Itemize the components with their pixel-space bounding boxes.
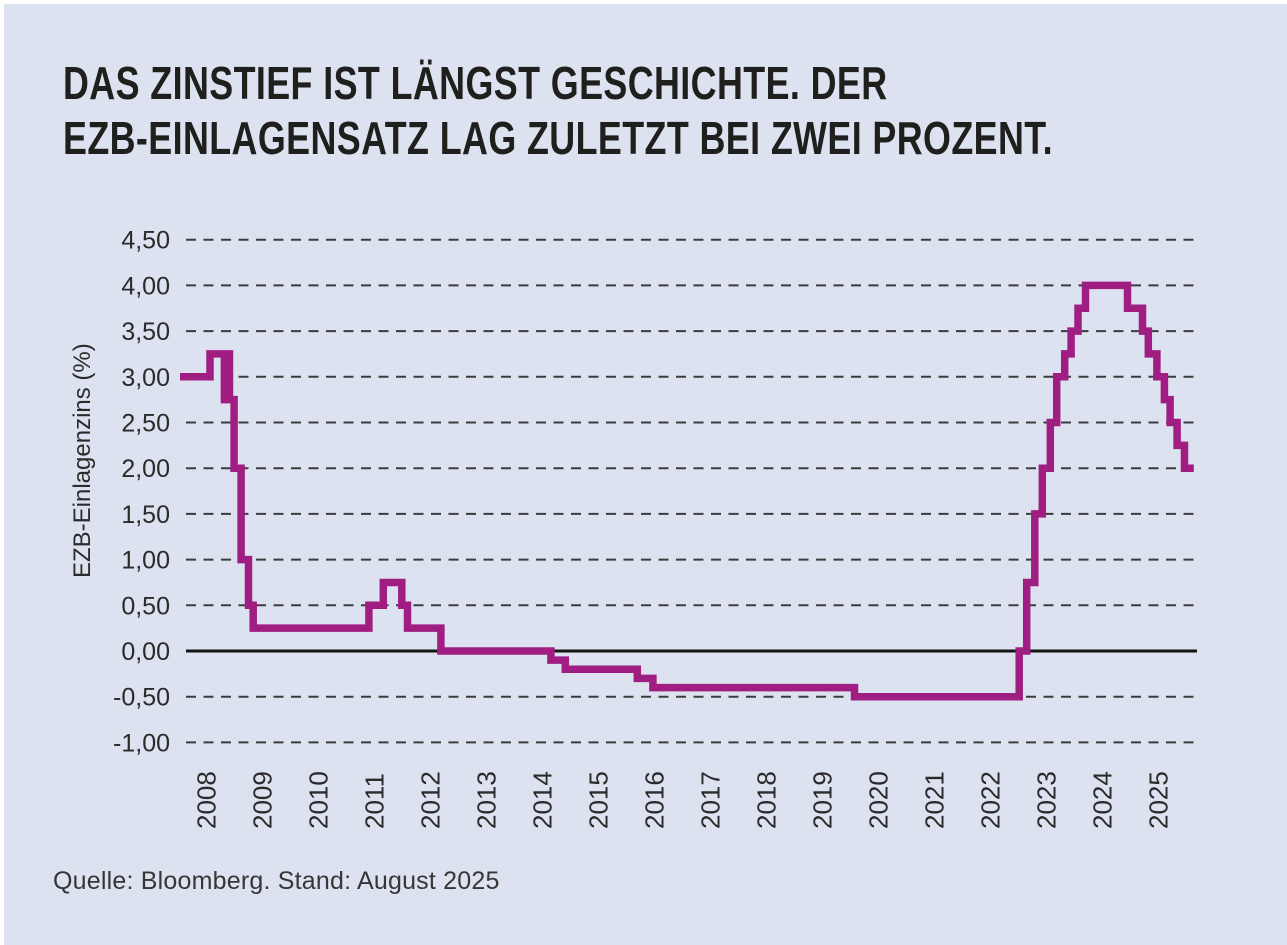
x-tick-label: 2008: [192, 771, 222, 829]
x-tick-label: 2015: [584, 771, 614, 829]
y-tick-label: 4,50: [121, 227, 170, 255]
y-tick-label: 3,00: [121, 364, 170, 392]
x-tick-label: 2022: [976, 771, 1006, 829]
y-tick-label: 0,50: [121, 592, 170, 620]
deposit-rate-line: [180, 281, 1194, 701]
y-tick-label: 2,50: [121, 410, 170, 438]
y-axis-title: EZB-Einlagenzins (%): [69, 343, 96, 578]
x-tick-label: 2012: [416, 771, 446, 829]
x-tick-label: 2017: [696, 771, 726, 829]
y-tick-label: -1,00: [113, 729, 170, 757]
x-tick-label: 2010: [304, 771, 334, 829]
x-tick-label: 2011: [360, 773, 390, 829]
x-tick-label: 2019: [808, 771, 838, 829]
y-tick-label: 2,00: [121, 455, 170, 483]
x-tick-label: 2025: [1144, 771, 1174, 829]
x-tick-label: 2018: [752, 771, 782, 829]
x-tick-label: 2009: [248, 771, 278, 829]
x-tick-label: 2021: [920, 771, 950, 829]
x-tick-label: 2014: [528, 771, 558, 829]
y-tick-label: 1,00: [121, 547, 170, 575]
chart-title-line-1: DAS ZINSTIEF IST LÄNGST GESCHICHTE. DER: [63, 57, 888, 109]
y-tick-label: -0,50: [113, 684, 170, 712]
chart-title: DAS ZINSTIEF IST LÄNGST GESCHICHTE. DER …: [63, 56, 1287, 166]
source-note: Quelle: Bloomberg. Stand: August 2025: [53, 867, 500, 895]
x-tick-label: 2024: [1088, 771, 1118, 829]
x-tick-label: 2013: [472, 771, 502, 829]
chart-title-line-2: EZB-EINLAGENSATZ LAG ZULETZT BEI ZWEI PR…: [63, 112, 1053, 164]
x-tick-label: 2020: [864, 771, 894, 829]
y-tick-label: 3,50: [121, 318, 170, 346]
x-tick-label: 2023: [1032, 771, 1062, 829]
y-tick-label: 1,50: [121, 501, 170, 529]
y-tick-label: 4,00: [121, 272, 170, 300]
y-tick-label: 0,00: [121, 638, 170, 666]
x-tick-label: 2016: [640, 771, 670, 829]
